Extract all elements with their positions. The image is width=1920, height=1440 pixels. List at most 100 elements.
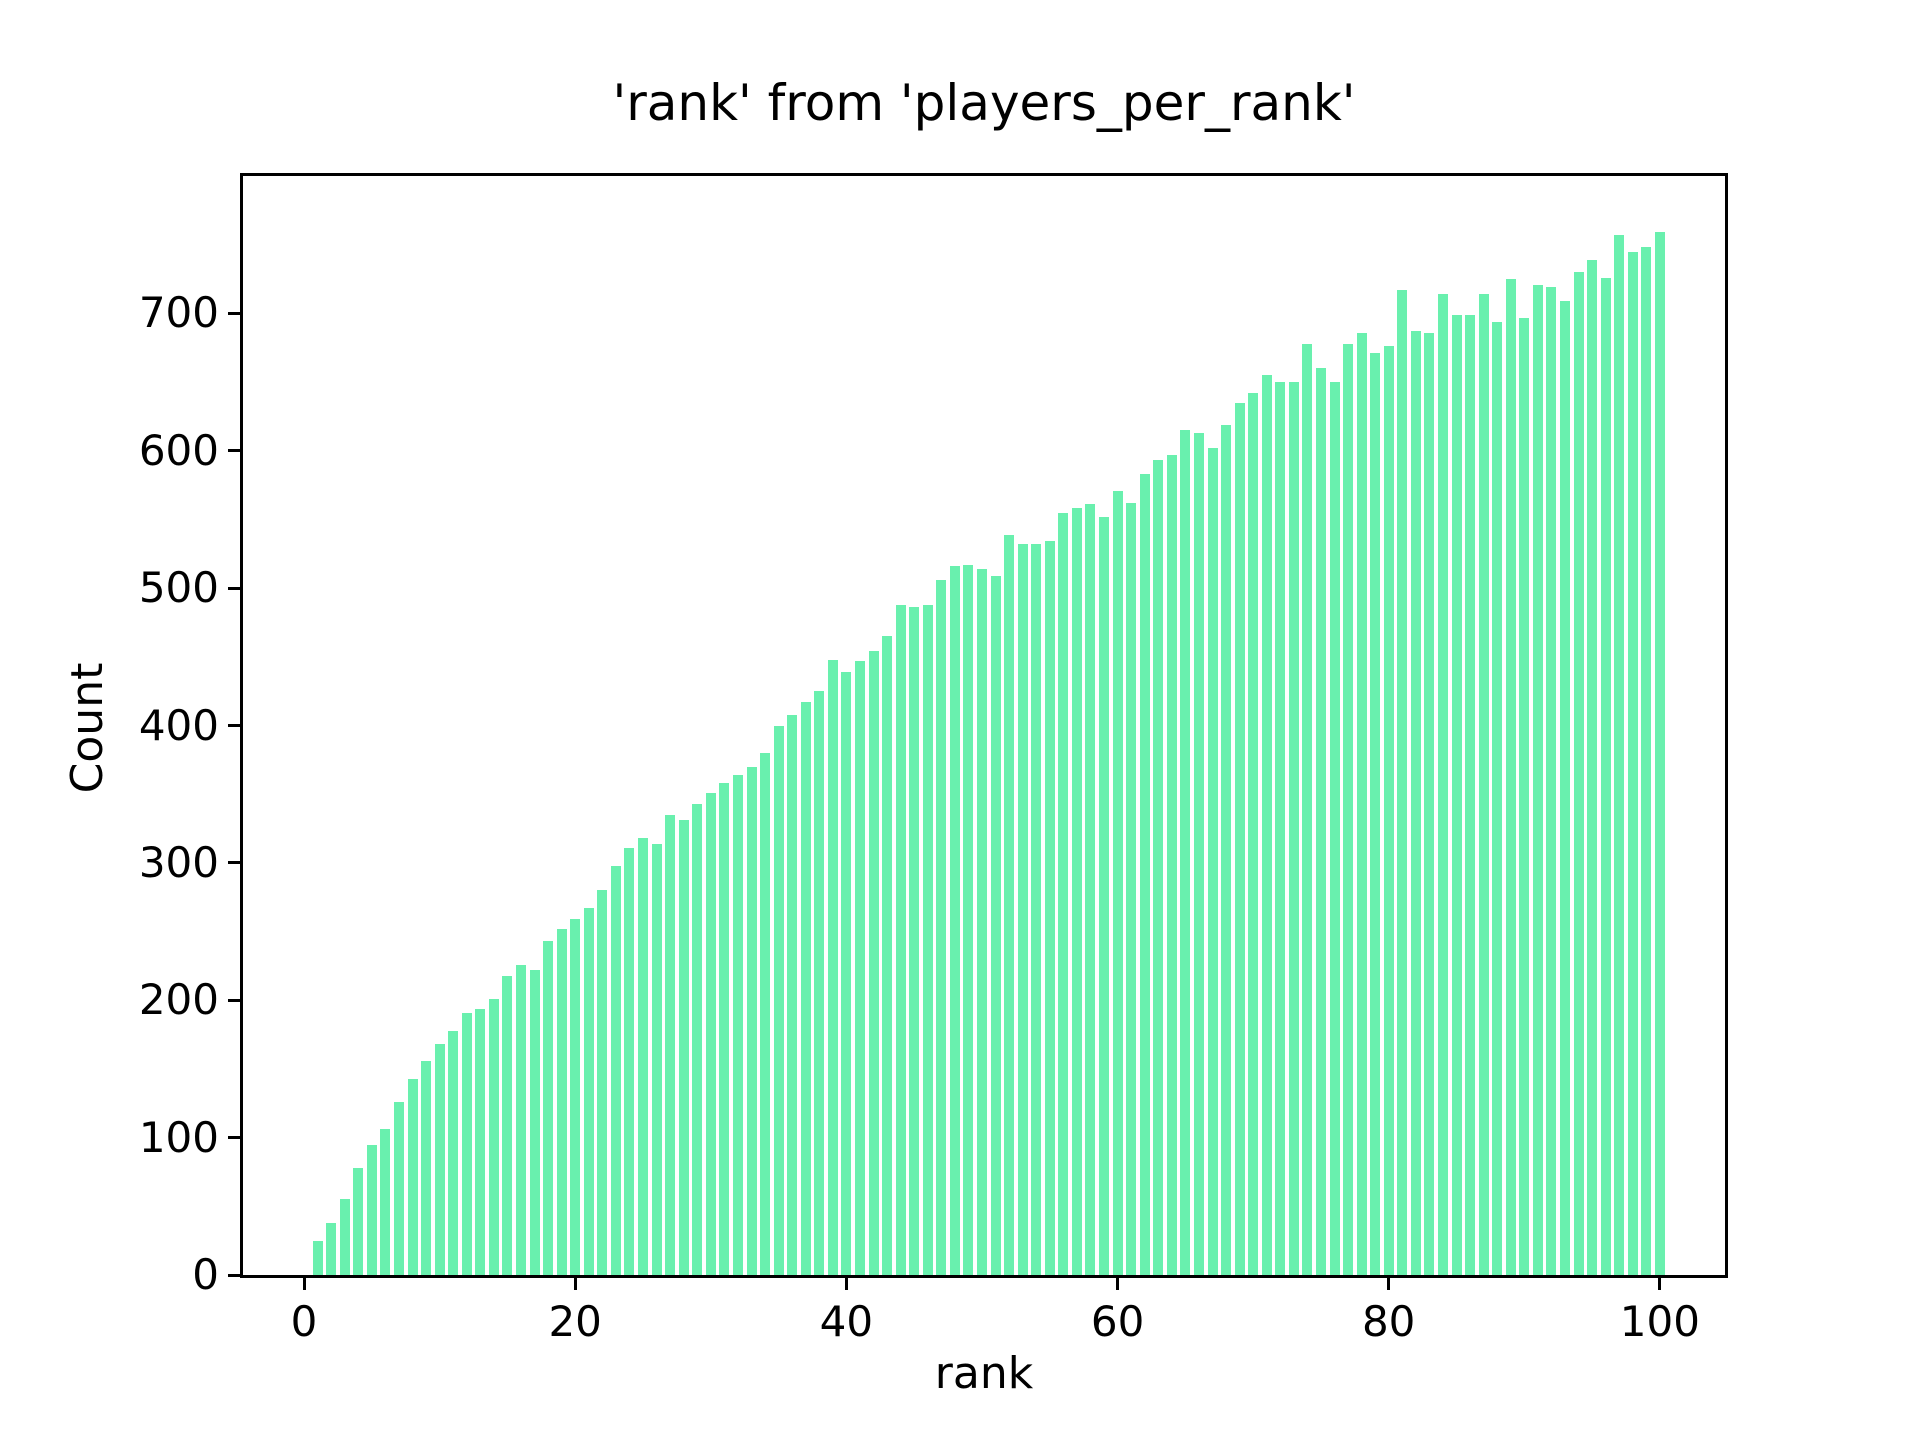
bar	[1058, 512, 1069, 1275]
bar	[1166, 454, 1177, 1275]
bar	[1614, 235, 1625, 1275]
bar	[638, 838, 648, 1275]
bar	[1343, 343, 1354, 1275]
bar	[841, 671, 852, 1275]
bar	[1329, 382, 1340, 1275]
bar	[909, 607, 920, 1275]
bar	[773, 725, 784, 1275]
bar	[1532, 284, 1543, 1275]
bar	[1248, 393, 1259, 1275]
x-tick-mark	[302, 1278, 306, 1290]
bar	[366, 1144, 377, 1275]
x-tick-label: 60	[1090, 1297, 1145, 1346]
bar	[949, 566, 960, 1275]
y-tick-mark	[228, 1273, 240, 1277]
bar	[1587, 259, 1598, 1275]
y-tick-mark	[228, 1136, 240, 1140]
bar	[1505, 279, 1516, 1275]
bar	[990, 575, 1001, 1275]
y-tick-label: 600	[138, 425, 219, 475]
bar	[326, 1222, 337, 1275]
bar	[1519, 317, 1530, 1275]
bar	[1139, 474, 1150, 1275]
bar	[1383, 346, 1394, 1275]
bar	[1302, 343, 1313, 1275]
bar	[1654, 232, 1665, 1275]
bar	[1492, 321, 1503, 1275]
bar	[380, 1129, 391, 1275]
bar	[1397, 290, 1408, 1275]
x-tick-mark	[1116, 1278, 1120, 1290]
y-tick-label: 0	[192, 1250, 219, 1299]
bar	[678, 820, 689, 1275]
bar	[732, 775, 743, 1275]
bar	[502, 975, 513, 1275]
bar	[488, 998, 499, 1275]
y-tick-mark	[228, 586, 240, 590]
bar	[1234, 402, 1245, 1275]
x-tick-label: 0	[290, 1297, 318, 1346]
bar	[1017, 544, 1028, 1275]
bar	[963, 564, 974, 1275]
bar	[1071, 508, 1082, 1275]
bar	[1004, 534, 1015, 1275]
y-tick-label: 500	[138, 563, 219, 613]
bar	[1193, 432, 1204, 1275]
y-tick-label: 100	[138, 1112, 219, 1162]
x-tick-label: 40	[819, 1297, 874, 1346]
bar	[1085, 504, 1096, 1275]
bar	[1315, 368, 1326, 1275]
bar	[1546, 287, 1557, 1275]
bar	[1044, 541, 1055, 1275]
bar	[393, 1101, 404, 1275]
bar	[651, 843, 662, 1275]
y-tick-label: 400	[138, 700, 219, 750]
x-tick-label: 80	[1361, 1297, 1416, 1346]
bar	[814, 691, 825, 1275]
bar	[1451, 314, 1462, 1275]
bar	[1465, 314, 1476, 1275]
bar	[421, 1060, 431, 1275]
bar	[1438, 294, 1448, 1275]
bar	[1370, 353, 1381, 1275]
y-tick-label: 300	[138, 837, 219, 887]
x-tick-mark	[1387, 1278, 1391, 1290]
bar	[1478, 294, 1489, 1275]
x-tick-mark	[573, 1278, 577, 1290]
bar	[692, 803, 703, 1275]
bar	[895, 604, 906, 1275]
bar	[1627, 251, 1638, 1275]
bar	[1153, 460, 1164, 1275]
y-tick-mark	[228, 861, 240, 865]
bar	[529, 970, 540, 1275]
chart-title: 'rank' from 'players_per_rank'	[612, 74, 1356, 132]
bar	[1424, 332, 1435, 1275]
bar	[543, 941, 554, 1275]
bar	[407, 1078, 418, 1275]
bar	[583, 908, 594, 1275]
x-tick-mark	[1658, 1278, 1662, 1290]
bar	[1641, 247, 1652, 1275]
bar	[1560, 301, 1570, 1275]
bar	[1207, 448, 1218, 1275]
bar	[1180, 430, 1191, 1275]
bar	[339, 1199, 350, 1275]
bar	[1275, 382, 1286, 1275]
bar	[719, 783, 730, 1275]
y-tick-label: 200	[138, 975, 219, 1025]
bar	[1221, 424, 1231, 1275]
x-axis-label: rank	[934, 1348, 1034, 1399]
bar	[624, 847, 635, 1275]
bar	[461, 1012, 472, 1275]
bar	[1410, 331, 1421, 1275]
bar	[312, 1240, 323, 1275]
y-tick-mark	[228, 449, 240, 453]
y-tick-mark	[228, 311, 240, 315]
x-tick-label: 20	[548, 1297, 602, 1346]
y-axis-label: Count	[62, 662, 113, 794]
bar	[1573, 272, 1584, 1275]
bar	[665, 814, 676, 1275]
bar	[1126, 503, 1137, 1275]
bar	[434, 1044, 445, 1275]
bar	[597, 890, 608, 1275]
